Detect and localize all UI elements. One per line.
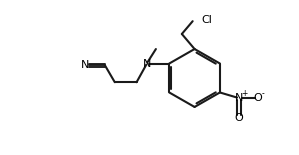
- Text: N: N: [143, 58, 152, 69]
- Text: O: O: [254, 93, 262, 103]
- Text: O: O: [235, 113, 243, 123]
- Text: +: +: [241, 89, 248, 98]
- Text: N: N: [81, 60, 90, 70]
- Text: N: N: [235, 93, 243, 103]
- Text: -: -: [262, 89, 265, 98]
- Text: Cl: Cl: [201, 15, 212, 25]
